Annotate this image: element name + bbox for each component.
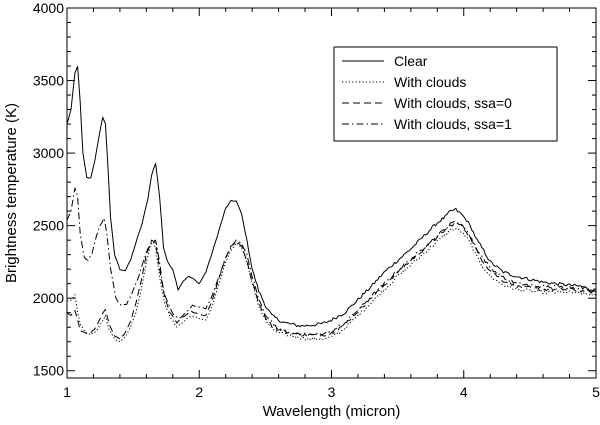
y-tick-label: 3000	[33, 145, 64, 161]
y-tick-label: 1500	[33, 363, 64, 379]
legend-label-1: Clear	[394, 53, 428, 69]
series-line-2	[66, 227, 597, 343]
legend-items: Clear With clouds With clouds, ssa=0 With c…	[342, 53, 512, 132]
x-tick-label: 2	[195, 384, 203, 400]
axis-ticks: 1 2 3 4 5 1500 2000 2500 3000 3500 4000	[33, 0, 600, 400]
legend-label-4: With clouds, ssa=1	[394, 116, 512, 132]
y-tick-label: 4000	[33, 0, 64, 16]
y-tick-label: 2500	[33, 218, 64, 234]
x-axis-label: Wavelength (micron)	[263, 403, 401, 420]
x-tick-label: 4	[460, 384, 468, 400]
series-line-1	[66, 65, 597, 328]
series-line-3	[66, 221, 597, 340]
legend-box	[333, 46, 558, 142]
x-tick-label: 1	[63, 384, 71, 400]
x-tick-label: 3	[328, 384, 336, 400]
legend: Clear With clouds With clouds, ssa=0 With c…	[333, 46, 558, 142]
series-layer	[66, 65, 597, 343]
legend-label-2: With clouds	[394, 74, 466, 90]
y-tick-label: 2000	[33, 290, 64, 306]
legend-label-3: With clouds, ssa=0	[394, 95, 512, 111]
y-axis-label: Brightness temperature (K)	[3, 103, 20, 283]
series-line-4	[66, 187, 597, 336]
y-tick-label: 3500	[33, 73, 64, 89]
x-tick-label: 5	[592, 384, 600, 400]
